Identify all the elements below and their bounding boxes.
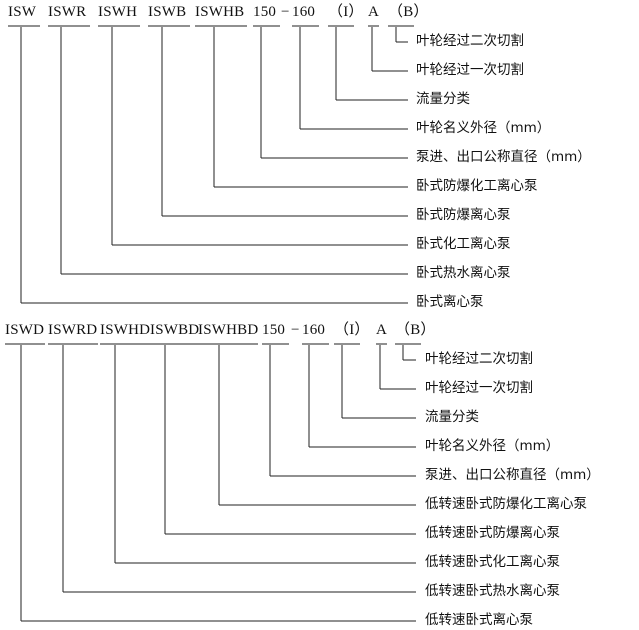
isw-series-diagram: ISW ISWR ISWH ISWB ISWHB 150−160 （I） A （B） 叶轮经过二次…: [8, 4, 591, 310]
description-label: 卧式热水离心泵: [416, 265, 511, 281]
code-token: ISWR: [48, 4, 87, 20]
description-label: 卧式化工离心泵: [416, 236, 511, 252]
code-token: （I）: [328, 4, 364, 20]
code-token: 160: [292, 4, 316, 20]
code-token: ISWRD: [48, 322, 98, 338]
description-label: 流量分类: [425, 409, 479, 425]
description-label: 低转速卧式离心泵: [425, 612, 533, 628]
code-token: 150: [253, 4, 277, 20]
code-token: A: [368, 4, 380, 20]
code-token: −: [281, 4, 290, 20]
description-label: 叶轮经过一次切割: [425, 380, 533, 396]
description-label: 叶轮经过二次切割: [416, 33, 524, 49]
code-token: 160: [302, 322, 326, 338]
description-label: 卧式防爆化工离心泵: [416, 178, 538, 194]
description-label: 低转速卧式热水离心泵: [425, 583, 560, 599]
description-label: 卧式离心泵: [416, 294, 484, 310]
description-label: 低转速卧式防爆离心泵: [425, 525, 560, 541]
code-token: −: [291, 322, 300, 338]
code-token: （B）: [395, 322, 436, 338]
description-label: 叶轮名义外径（mm）: [416, 120, 551, 136]
description-label: 低转速卧式化工离心泵: [425, 554, 560, 570]
code-token: ISWH: [98, 4, 138, 20]
code-token: ISWD: [5, 322, 45, 338]
description-label: 叶轮经过二次切割: [425, 351, 533, 367]
code-token: 150: [262, 322, 286, 338]
code-token: ISWBD: [150, 322, 200, 338]
description-label: 卧式防爆离心泵: [416, 207, 511, 223]
description-label: 流量分类: [416, 91, 470, 107]
description-label: 泵进、出口公称直径（mm）: [416, 149, 591, 165]
code-token: （I）: [334, 322, 370, 338]
code-token: ISW: [8, 4, 37, 20]
iswd-series-diagram: ISWD ISWRD ISWHD ISWBD ISWHBD 150−160 （I） A （B） 叶…: [0, 318, 639, 630]
code-token: ISWHB: [195, 4, 245, 20]
code-token: （B）: [388, 4, 429, 20]
description-label: 叶轮名义外径（mm）: [425, 438, 560, 454]
code-token: ISWHBD: [198, 322, 259, 338]
code-token: A: [376, 322, 388, 338]
description-label: 泵进、出口公称直径（mm）: [425, 467, 600, 483]
description-label: 叶轮经过一次切割: [416, 62, 524, 78]
description-label: 低转速卧式防爆化工离心泵: [425, 496, 587, 512]
code-token: ISWB: [148, 4, 187, 20]
code-token: ISWHD: [100, 322, 151, 338]
